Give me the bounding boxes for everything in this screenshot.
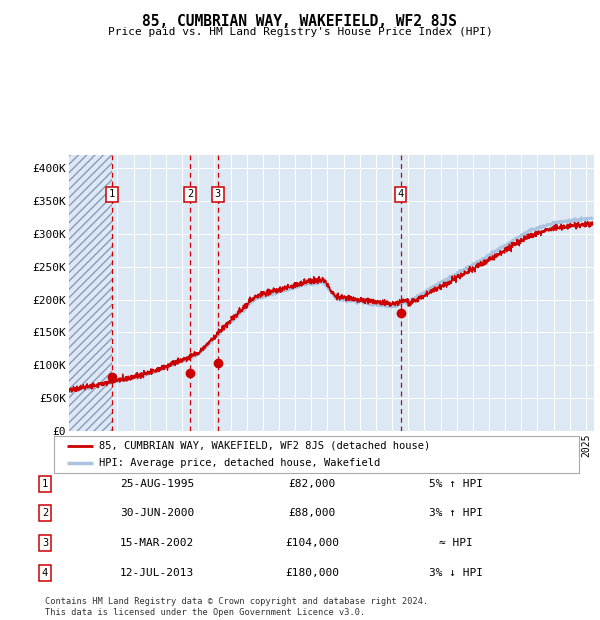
Text: ≈ HPI: ≈ HPI xyxy=(439,538,473,548)
Text: 30-JUN-2000: 30-JUN-2000 xyxy=(120,508,194,518)
Text: 5% ↑ HPI: 5% ↑ HPI xyxy=(429,479,483,489)
Text: £88,000: £88,000 xyxy=(289,508,335,518)
Text: 85, CUMBRIAN WAY, WAKEFIELD, WF2 8JS (detached house): 85, CUMBRIAN WAY, WAKEFIELD, WF2 8JS (de… xyxy=(98,441,430,451)
Text: 1: 1 xyxy=(109,189,115,199)
Text: 3% ↑ HPI: 3% ↑ HPI xyxy=(429,508,483,518)
Text: HPI: Average price, detached house, Wakefield: HPI: Average price, detached house, Wake… xyxy=(98,458,380,468)
Text: £180,000: £180,000 xyxy=(285,568,339,578)
Text: Contains HM Land Registry data © Crown copyright and database right 2024.
This d: Contains HM Land Registry data © Crown c… xyxy=(45,598,428,617)
Text: 25-AUG-1995: 25-AUG-1995 xyxy=(120,479,194,489)
Text: £82,000: £82,000 xyxy=(289,479,335,489)
Text: 1: 1 xyxy=(42,479,48,489)
Text: 4: 4 xyxy=(42,568,48,578)
Text: 12-JUL-2013: 12-JUL-2013 xyxy=(120,568,194,578)
Text: Price paid vs. HM Land Registry's House Price Index (HPI): Price paid vs. HM Land Registry's House … xyxy=(107,27,493,37)
Text: 2: 2 xyxy=(187,189,193,199)
Text: £104,000: £104,000 xyxy=(285,538,339,548)
Bar xyxy=(69,155,112,431)
Text: 3% ↓ HPI: 3% ↓ HPI xyxy=(429,568,483,578)
Text: 4: 4 xyxy=(398,189,404,199)
Text: 2: 2 xyxy=(42,508,48,518)
Text: 85, CUMBRIAN WAY, WAKEFIELD, WF2 8JS: 85, CUMBRIAN WAY, WAKEFIELD, WF2 8JS xyxy=(143,14,458,29)
Text: 15-MAR-2002: 15-MAR-2002 xyxy=(120,538,194,548)
Text: 3: 3 xyxy=(42,538,48,548)
Text: 3: 3 xyxy=(215,189,221,199)
